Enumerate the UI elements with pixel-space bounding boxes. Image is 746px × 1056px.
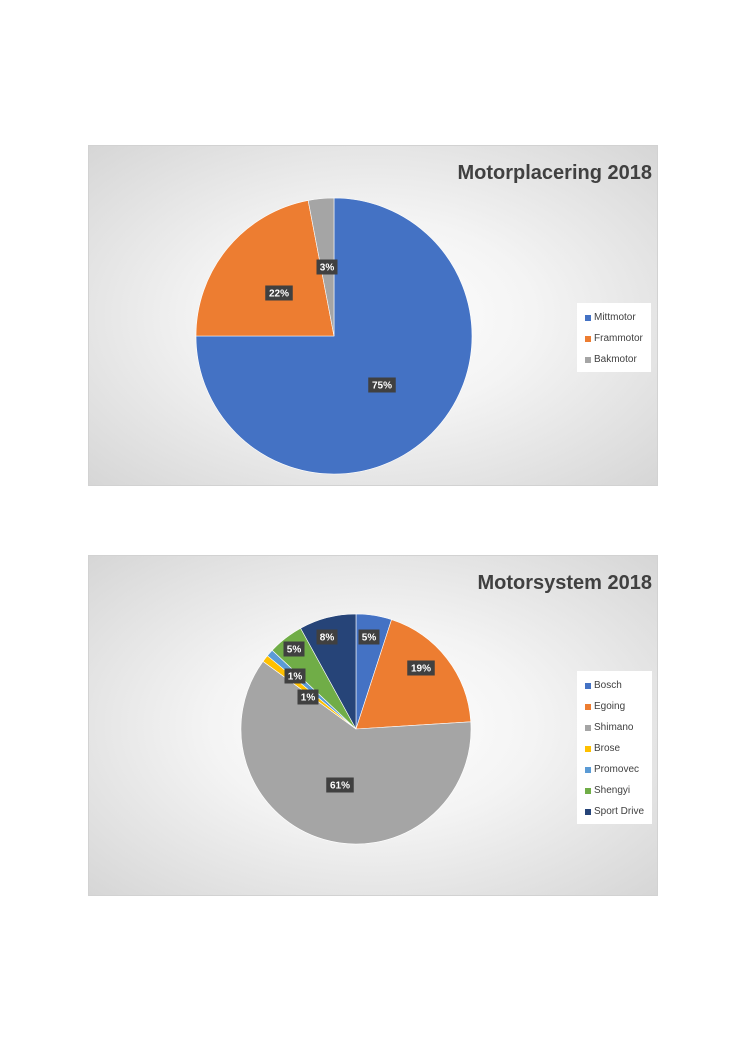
legend-label: Bosch [594,680,622,691]
chart-legend: Bosch Egoing Shimano Brose Promovec Shengyi Sp… [577,671,653,824]
data-label: 19% [407,660,435,676]
data-label: 5% [358,629,380,645]
legend-label: Shimano [594,722,634,733]
svg-text:1%: 1% [288,672,303,683]
legend-swatch [585,682,591,689]
svg-text:5%: 5% [287,645,302,656]
legend-item: Promovec [585,759,644,780]
chart-title: Motorsystem 2018 [477,572,652,594]
legend-swatch [585,335,591,342]
data-label: 1% [297,689,319,705]
svg-text:22%: 22% [269,289,289,300]
legend-label: Sport Drive [594,806,645,817]
legend-label: Shengyi [594,785,631,796]
legend-item: Bakmotor [585,349,643,370]
svg-text:8%: 8% [320,633,335,644]
legend-swatch [585,787,591,794]
legend-item: Shimano [585,717,644,738]
data-label: 22% [265,285,293,301]
legend-item: Frammotor [585,328,643,349]
pie-slice-sport-drive [300,613,357,730]
legend-label: Egoing [594,701,626,712]
data-label: 61% [326,777,354,793]
legend-swatch [585,766,591,773]
legend-item: Sport Drive [585,801,644,822]
svg-text:61%: 61% [330,781,350,792]
svg-text:75%: 75% [372,381,392,392]
legend-label: Promovec [594,764,640,775]
svg-text:5%: 5% [362,633,377,644]
legend-swatch [585,745,591,752]
legend-swatch [585,808,591,815]
pie-chart: 5% 19% 61% 1% 1% 5% 8% [240,613,472,845]
pie-chart: 75% 22% 3% [195,197,473,475]
legend-item: Shengyi [585,780,644,801]
data-label: 8% [316,629,338,645]
legend-label: Bakmotor [594,354,637,365]
legend-item: Egoing [585,696,644,717]
legend-swatch [585,356,591,363]
svg-text:1%: 1% [301,693,316,704]
pie-slice-frammotor [195,200,335,337]
legend-item: Mittmotor [585,307,643,328]
legend-label: Mittmotor [594,312,636,323]
legend-item: Brose [585,738,644,759]
pie-slice-shimano [240,660,472,845]
data-label: 75% [368,377,396,393]
chart-legend: Mittmotor Frammotor Bakmotor [577,303,651,372]
svg-text:19%: 19% [411,664,431,675]
legend-label: Frammotor [594,333,643,344]
chart-motorsystem: Motorsystem 2018 5% 19% 61% 1% 1% 5% 8% Bosch E… [88,555,658,896]
legend-label: Brose [594,743,621,754]
legend-swatch [585,314,591,321]
legend-item: Bosch [585,675,644,696]
legend-swatch [585,703,591,710]
chart-motorplacering: Motorplacering 2018 75% 22% 3% Mittmotor Fr… [88,145,658,486]
data-label: 5% [283,641,305,657]
chart-title: Motorplacering 2018 [457,162,652,184]
legend-swatch [585,724,591,731]
data-label: 1% [284,668,306,684]
data-label: 3% [316,259,338,275]
svg-text:3%: 3% [320,263,335,274]
pie-slice-mittmotor [195,197,473,475]
